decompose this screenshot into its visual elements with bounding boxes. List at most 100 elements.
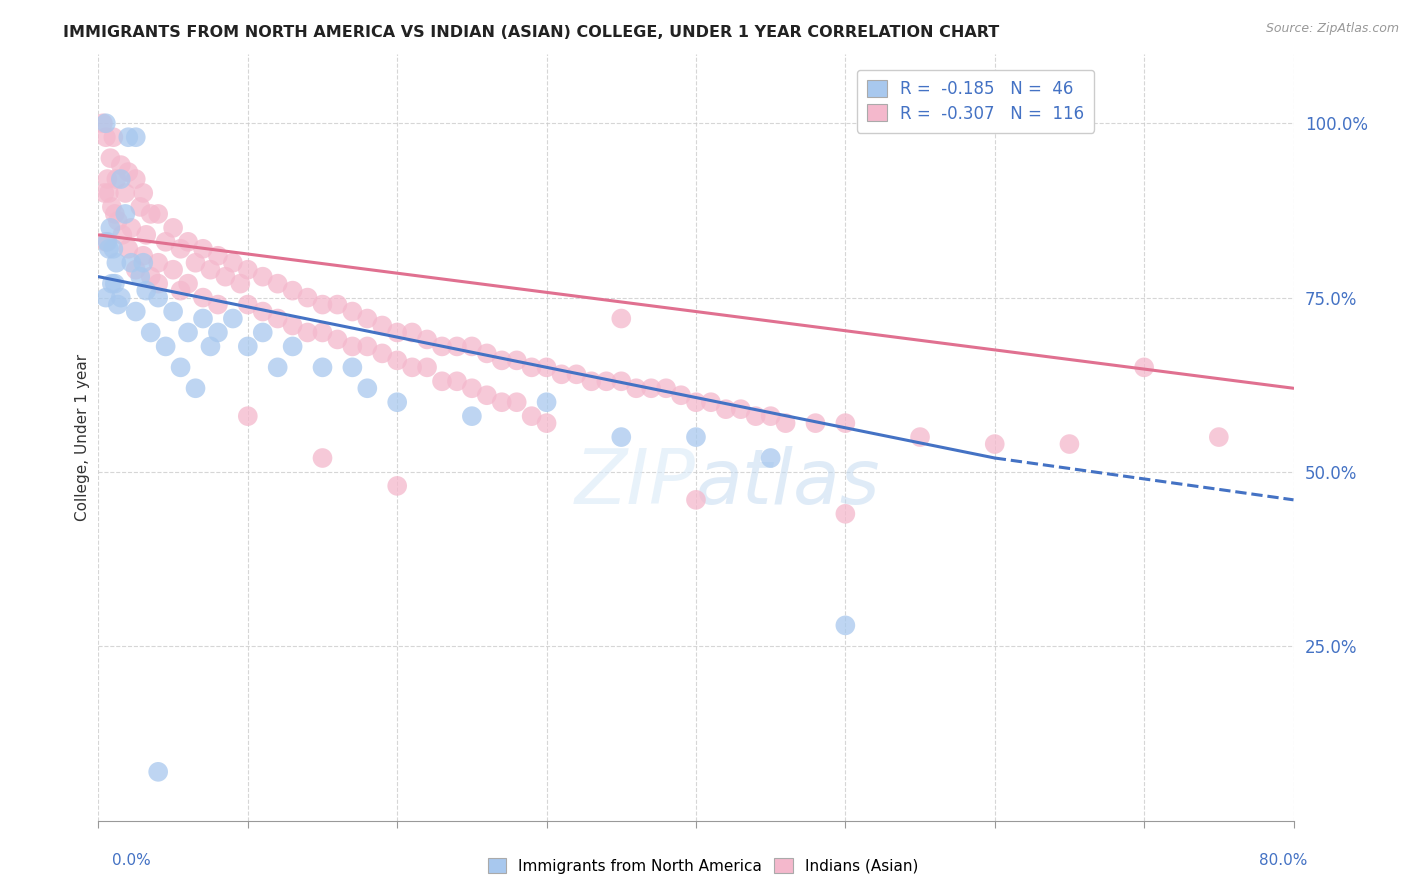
Point — [536, 360, 558, 375]
Text: atlas: atlas — [696, 446, 880, 520]
Point — [94, 291, 117, 305]
Point — [135, 227, 157, 242]
Point — [565, 368, 588, 382]
Point — [184, 256, 207, 270]
Point — [184, 381, 207, 395]
Point — [111, 227, 134, 242]
Text: 80.0%: 80.0% — [1260, 854, 1308, 868]
Point — [94, 116, 117, 130]
Point — [834, 416, 856, 430]
Y-axis label: College, Under 1 year: College, Under 1 year — [75, 353, 90, 521]
Point — [416, 360, 439, 375]
Point — [132, 256, 155, 270]
Point — [311, 450, 333, 465]
Point — [834, 618, 856, 632]
Point — [714, 402, 737, 417]
Point — [669, 388, 692, 402]
Point — [222, 311, 245, 326]
Point — [595, 374, 617, 388]
Point — [759, 450, 782, 465]
Point — [550, 368, 572, 382]
Point — [491, 395, 513, 409]
Point — [125, 172, 148, 186]
Point — [536, 416, 558, 430]
Point — [114, 186, 136, 200]
Point — [475, 388, 498, 402]
Point — [700, 395, 723, 409]
Point — [91, 116, 114, 130]
Point — [475, 346, 498, 360]
Point — [191, 311, 214, 326]
Point — [96, 172, 118, 186]
Point — [984, 437, 1007, 451]
Point — [342, 339, 364, 353]
Point — [110, 158, 132, 172]
Point — [1059, 437, 1081, 451]
Legend: Immigrants from North America, Indians (Asian): Immigrants from North America, Indians (… — [482, 852, 924, 880]
Point — [177, 326, 200, 340]
Point — [191, 242, 214, 256]
Point — [110, 172, 132, 186]
Point — [104, 207, 127, 221]
Text: IMMIGRANTS FROM NORTH AMERICA VS INDIAN (ASIAN) COLLEGE, UNDER 1 YEAR CORRELATIO: IMMIGRANTS FROM NORTH AMERICA VS INDIAN … — [63, 25, 998, 40]
Point — [94, 235, 117, 249]
Point — [117, 242, 139, 256]
Point — [236, 262, 259, 277]
Point — [908, 430, 931, 444]
Point — [730, 402, 752, 417]
Point — [148, 764, 170, 779]
Point — [162, 304, 184, 318]
Point — [132, 249, 155, 263]
Point — [385, 479, 409, 493]
Point — [311, 326, 333, 340]
Point — [200, 262, 222, 277]
Point — [401, 360, 423, 375]
Point — [1133, 360, 1156, 375]
Point — [207, 326, 229, 340]
Point — [401, 326, 423, 340]
Point — [97, 242, 120, 256]
Point — [110, 291, 132, 305]
Legend: R =  -0.185   N =  46, R =  -0.307   N =  116: R = -0.185 N = 46, R = -0.307 N = 116 — [856, 70, 1094, 133]
Point — [326, 333, 349, 347]
Point — [148, 256, 170, 270]
Point — [120, 220, 142, 235]
Point — [520, 360, 543, 375]
Point — [169, 242, 191, 256]
Point — [491, 353, 513, 368]
Point — [281, 339, 304, 353]
Point — [297, 326, 319, 340]
Point — [207, 249, 229, 263]
Point — [1208, 430, 1230, 444]
Point — [536, 395, 558, 409]
Point — [267, 277, 290, 291]
Point — [236, 297, 259, 311]
Point — [581, 374, 603, 388]
Point — [200, 339, 222, 353]
Point — [155, 339, 177, 353]
Point — [229, 277, 252, 291]
Point — [169, 284, 191, 298]
Point — [385, 395, 409, 409]
Point — [148, 207, 170, 221]
Point — [356, 311, 378, 326]
Point — [759, 409, 782, 424]
Point — [626, 381, 648, 395]
Point — [610, 311, 633, 326]
Point — [101, 277, 124, 291]
Point — [125, 262, 148, 277]
Point — [114, 207, 136, 221]
Point — [125, 130, 148, 145]
Point — [385, 326, 409, 340]
Point — [640, 381, 662, 395]
Point — [385, 353, 409, 368]
Point — [834, 507, 856, 521]
Point — [101, 200, 124, 214]
Point — [252, 326, 274, 340]
Point — [177, 235, 200, 249]
Point — [311, 297, 333, 311]
Point — [103, 130, 125, 145]
Point — [371, 346, 394, 360]
Point — [105, 172, 128, 186]
Point — [129, 269, 152, 284]
